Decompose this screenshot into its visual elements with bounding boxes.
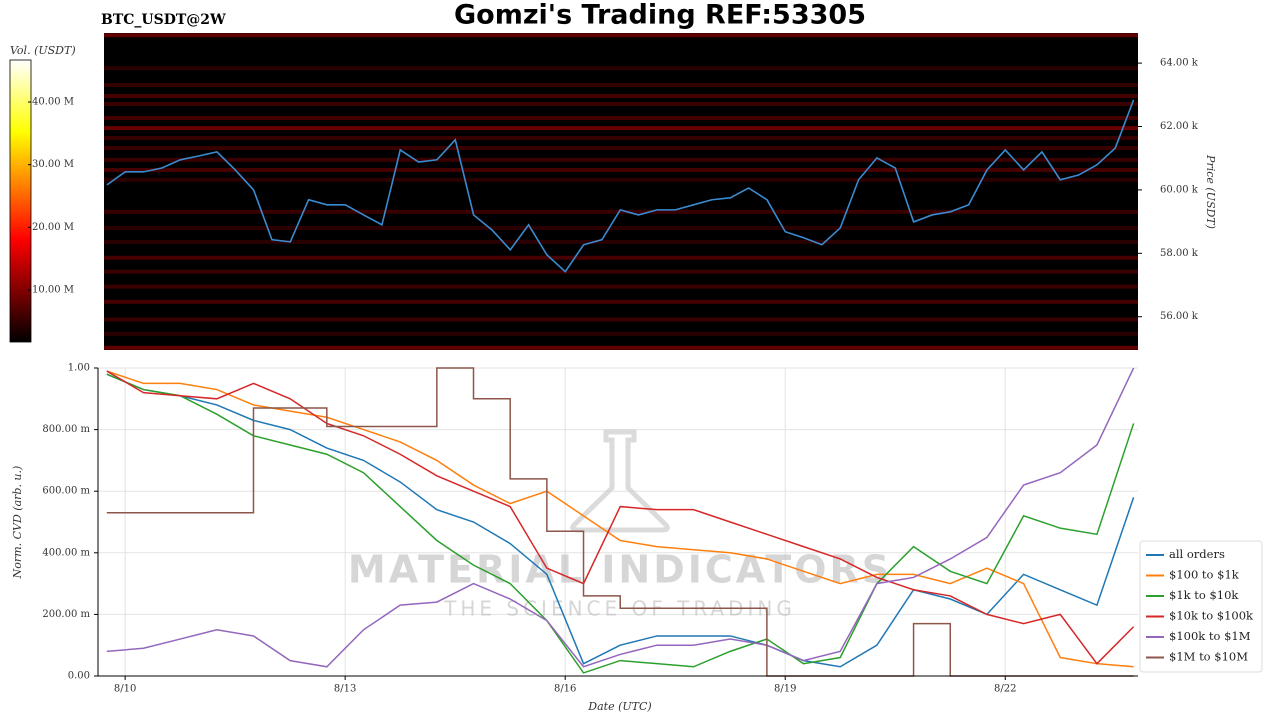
x-axis-label: Date (UTC) [587,700,651,713]
colorbar-label: Vol. (USDT) [10,44,76,57]
x-tick-label: 8/13 [334,684,356,695]
y-tick-label: 400.00 m [42,547,90,558]
heatmap-band [104,33,1138,38]
heatmap-band [104,255,1138,260]
legend-label: all orders [1169,547,1225,561]
heatmap-band [104,115,1138,120]
colorbar-tick-label: 40.00 M [32,96,74,107]
legend-label: $1M to $10M [1169,650,1248,664]
heatmap-band [104,94,1138,99]
y-tick-label: 0.00 [68,671,90,682]
heatmap-band [104,239,1138,244]
heatmap-band [104,135,1138,140]
heatmap-band [104,299,1138,304]
heatmap-band [104,225,1138,230]
colorbar [9,59,32,343]
y-tick-label: 800.00 m [42,424,90,435]
heatmap-band [104,157,1138,162]
heatmap-band [104,126,1138,131]
y-tick-label: 64.00 k [1160,58,1199,69]
legend-label: $100k to $1M [1169,629,1251,643]
y-tick-label: 58.00 k [1160,248,1199,259]
cvd-panel: 0.00 200.00 m 400.00 m 600.00 m 800.00 m 1.00… [42,363,1263,695]
heatmap-band [104,345,1138,350]
watermark: MATERIAL INDICATORS [348,548,892,592]
y-tick-label: 200.00 m [42,609,90,620]
legend-label: $100 to $1k [1169,568,1240,582]
cvd-line [106,367,1135,668]
heatmap-band [104,167,1138,172]
y-axis-label: Price (USDT) [1204,154,1217,229]
colorbar-tick-label: 30.00 M [32,159,74,170]
plot-background [98,368,1138,676]
chart-title: Gomzi's Trading REF:53305 [454,0,866,31]
y-tick-label: 56.00 k [1160,311,1199,322]
x-tick-label: 8/22 [994,684,1016,695]
cvd-line [106,370,1134,668]
heatmap-band [104,146,1138,151]
x-tick-label: 8/10 [114,684,136,695]
x-tick-label: 8/19 [774,684,796,695]
cvd-line [106,373,1135,674]
heatmap-band [104,177,1138,182]
heatmap-band [104,284,1138,289]
cvd-line [106,373,1135,668]
chart-subtitle: BTC_USDT@2W [101,12,226,28]
y-tick-label: 1.00 [68,363,90,374]
heatmap-band [104,102,1138,107]
watermark-icon [570,429,670,533]
heatmap-band [104,317,1138,322]
colorbar-tick-label: 10.00 M [32,284,74,295]
heatmap-band [104,209,1138,214]
y-tick-label: 60.00 k [1160,184,1199,195]
legend-label: $1k to $10k [1169,588,1239,602]
y-tick-label: 600.00 m [42,486,90,497]
heatmap-band [104,269,1138,274]
legend-box [1139,540,1263,673]
cvd-line [106,367,1134,677]
heatmap-band [104,331,1138,336]
price-line [106,99,1135,273]
y-tick-label: 62.00 k [1160,121,1199,132]
y-axis-label: Norm. CVD (arb. u.) [11,466,24,580]
cvd-line [106,370,1135,665]
heatmap-band [104,82,1138,87]
heatmap-band [104,66,1138,71]
x-tick-label: 8/16 [554,684,576,695]
legend-label: $10k to $100k [1169,609,1254,623]
colorbar-tick-label: 20.00 M [32,222,74,233]
